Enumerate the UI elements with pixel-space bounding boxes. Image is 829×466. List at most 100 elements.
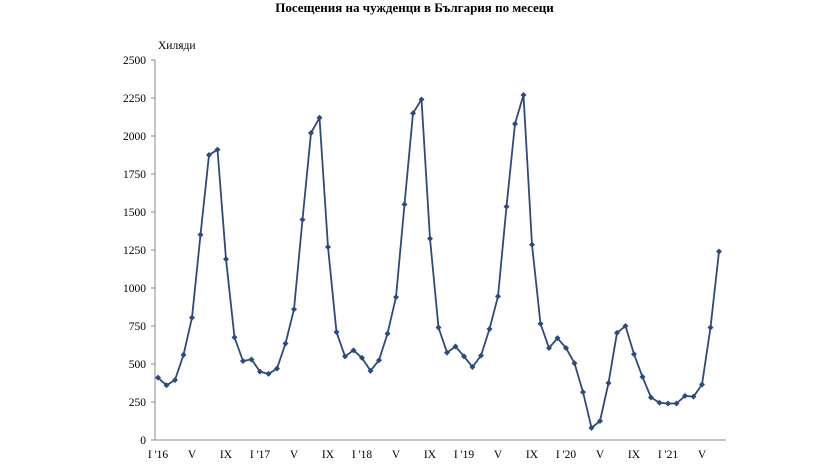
- x-tick-labels: I '16 V IX I '17 V IX I '18 V IX I '19 V IX I '20 V IX…: [148, 449, 707, 461]
- data-point: [359, 354, 365, 361]
- x-tick-label: I '18: [352, 449, 373, 461]
- chart-title: Посещения на чужденци в България по месе…: [275, 0, 554, 15]
- data-point: [163, 382, 170, 389]
- data-point: [554, 335, 561, 342]
- data-point: [597, 418, 603, 424]
- x-tick-label: V: [290, 449, 299, 461]
- data-point: [393, 294, 399, 301]
- data-point: [401, 201, 408, 208]
- data-point: [248, 356, 255, 363]
- y-tick-label: 1500: [123, 207, 146, 219]
- x-tick-label: IX: [526, 449, 539, 461]
- data-point: [350, 347, 357, 354]
- data-point: [452, 343, 459, 350]
- x-tick-label: I '16: [148, 449, 169, 461]
- series-markers: [155, 91, 722, 431]
- data-point: [376, 357, 382, 364]
- data-point: [274, 365, 280, 372]
- data-point: [299, 216, 306, 223]
- data-point: [537, 320, 544, 327]
- data-point: [520, 91, 527, 98]
- x-tick-label: I '21: [658, 449, 679, 461]
- data-point: [707, 324, 714, 331]
- y-tick-labels: 0 250 500 750 1000 1250 1500 1750 2000 2250 2500: [123, 55, 155, 447]
- data-point: [180, 351, 187, 358]
- data-point: [265, 370, 272, 377]
- data-point: [529, 241, 535, 248]
- data-point: [495, 293, 501, 300]
- data-point: [656, 399, 663, 406]
- data-point: [435, 324, 442, 331]
- data-point: [291, 306, 297, 313]
- x-tick-label: IX: [424, 449, 437, 461]
- y-tick-label: 2500: [123, 55, 146, 67]
- data-point: [316, 114, 323, 121]
- data-point: [605, 380, 612, 386]
- data-point: [699, 381, 705, 388]
- x-tick-label: IX: [322, 449, 335, 461]
- data-point: [231, 334, 238, 341]
- data-point: [206, 152, 212, 158]
- x-tick-label: V: [698, 449, 707, 461]
- series-line: [157, 94, 720, 429]
- data-point: [546, 345, 552, 352]
- data-point: [648, 394, 654, 401]
- data-point: [622, 323, 629, 329]
- data-point: [342, 353, 348, 360]
- data-point: [563, 345, 569, 352]
- data-point: [333, 329, 340, 336]
- y-tick-label: 0: [140, 435, 146, 447]
- data-point: [690, 393, 697, 400]
- data-point: [716, 248, 722, 255]
- y-axis-unit-label: Хиляди: [158, 40, 196, 52]
- data-point: [682, 392, 688, 399]
- data-point: [240, 357, 246, 364]
- data-point: [282, 340, 289, 347]
- x-tick-label: V: [392, 449, 401, 461]
- x-tick-label: V: [188, 449, 197, 461]
- data-point: [418, 96, 425, 103]
- x-tick-label: I '19: [454, 449, 475, 461]
- y-tick-label: 1750: [123, 169, 146, 181]
- data-point: [614, 329, 620, 336]
- data-point: [571, 360, 578, 367]
- data-point: [325, 243, 331, 250]
- data-point: [631, 351, 637, 358]
- y-tick-label: 2250: [123, 93, 146, 105]
- data-point: [257, 368, 263, 375]
- data-point: [461, 353, 467, 360]
- data-point: [197, 231, 204, 238]
- data-point: [427, 235, 433, 242]
- data-point: [639, 373, 646, 380]
- x-tick-label: I '17: [250, 449, 271, 461]
- y-tick-label: 500: [129, 359, 147, 371]
- y-tick-label: 2000: [123, 131, 146, 143]
- data-point: [444, 349, 450, 356]
- y-tick-label: 250: [129, 397, 147, 409]
- x-tick-label: V: [596, 449, 605, 461]
- data-point: [486, 326, 493, 333]
- axes: [154, 60, 726, 441]
- data-point: [308, 129, 314, 136]
- data-point: [665, 400, 671, 407]
- y-tick-label: 1250: [123, 245, 146, 257]
- x-tick-label: I '20: [556, 449, 577, 461]
- data-point: [588, 424, 595, 431]
- data-point: [214, 146, 221, 153]
- data-point: [673, 400, 680, 407]
- x-tick-label: V: [494, 449, 503, 461]
- data-point: [580, 389, 586, 396]
- y-tick-label: 1000: [123, 283, 146, 295]
- y-tick-label: 750: [129, 321, 147, 333]
- data-point: [223, 256, 229, 263]
- data-point: [172, 376, 178, 383]
- data-point: [503, 203, 510, 210]
- data-point: [512, 120, 518, 127]
- data-point: [410, 110, 416, 117]
- x-tick-label: IX: [220, 449, 233, 461]
- data-point: [478, 352, 484, 359]
- data-point: [469, 364, 476, 371]
- data-point: [384, 330, 391, 337]
- data-point: [155, 374, 161, 381]
